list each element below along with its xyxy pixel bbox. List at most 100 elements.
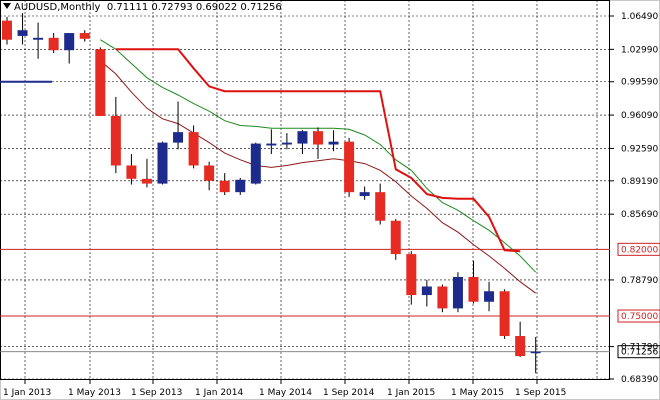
candle[interactable] (33, 22, 44, 59)
chart-grid (0, 0, 610, 380)
candle-body-bear (95, 49, 106, 116)
candle[interactable] (173, 101, 184, 150)
candle[interactable] (157, 141, 168, 185)
candle-body-bear (126, 165, 137, 179)
y-tick-label: 0.68390 (621, 375, 658, 385)
candle[interactable] (235, 177, 246, 196)
candle-body-bear (219, 180, 230, 193)
level-label-box (617, 309, 660, 323)
level-label-box (617, 242, 660, 256)
candle-body-bear (313, 131, 323, 145)
candle-body-bull (530, 351, 541, 354)
candle-body-bear (437, 286, 448, 309)
candle[interactable] (437, 284, 448, 313)
candle-body-bear (406, 254, 417, 296)
y-tick-label: 0.96090 (621, 111, 658, 121)
candle[interactable] (406, 251, 417, 305)
candle[interactable] (297, 130, 308, 155)
candle[interactable] (359, 186, 370, 200)
time-axis: 1 Jan 2013 1 May 2013 1 Sep 2013 1 Jan 2014… (3, 380, 566, 398)
y-tick-label: 1.02990 (621, 45, 658, 55)
candle[interactable] (250, 142, 261, 185)
candle-body-bull (484, 291, 495, 302)
candle[interactable] (204, 161, 215, 191)
candle-body-bull (33, 37, 44, 40)
candle-body-bear (468, 276, 479, 302)
y-tick-label: 0.89190 (621, 177, 658, 187)
candle[interactable] (281, 133, 292, 150)
candle[interactable] (452, 272, 463, 313)
candle[interactable] (266, 129, 277, 155)
candle-body-bull (173, 132, 184, 143)
moving-average-lines (0, 39, 537, 294)
candle[interactable] (64, 33, 75, 64)
candle-body-bull (157, 142, 168, 184)
candle-body-bull (297, 131, 308, 144)
candle[interactable] (2, 16, 12, 45)
candle[interactable] (110, 96, 121, 174)
candle[interactable] (95, 47, 106, 116)
candle[interactable] (515, 321, 526, 357)
x-tick-label: 1 Sep 2014 (323, 388, 375, 398)
candle[interactable] (126, 154, 137, 185)
candles[interactable] (2, 13, 541, 374)
candle-body-bear (499, 291, 510, 337)
ma-line-ma-slow (115, 48, 521, 253)
candle[interactable] (141, 158, 152, 188)
candle[interactable] (344, 137, 355, 197)
candle[interactable] (530, 336, 541, 374)
candle[interactable] (375, 183, 386, 225)
x-tick-label: 1 May 2013 (68, 388, 121, 398)
candle[interactable] (188, 125, 199, 169)
candle-body-bear (2, 20, 12, 40)
candle-body-bear (110, 115, 121, 166)
candle-body-bull (359, 192, 370, 196)
x-tick-label: 1 Jan 2013 (3, 388, 51, 398)
candle-body-bear (390, 220, 401, 255)
candle-body-bear (344, 141, 355, 193)
candle[interactable] (484, 281, 495, 312)
candle[interactable] (499, 289, 510, 339)
candle-body-bull (266, 143, 277, 146)
candle-body-bear (515, 336, 526, 357)
candle[interactable] (48, 33, 59, 54)
candle-body-bear (375, 192, 386, 221)
ma-line-ma-fast (99, 60, 536, 294)
candle-body-bull (235, 179, 246, 193)
x-tick-label: 1 May 2014 (259, 388, 312, 398)
dropdown-arrow-icon[interactable] (3, 3, 11, 9)
y-tick-label: 0.85690 (621, 210, 658, 220)
y-tick-label: 1.06490 (621, 12, 658, 22)
candle[interactable] (219, 173, 230, 196)
candle-body-bull (328, 141, 339, 145)
candle-body-bull (452, 276, 463, 309)
candle[interactable] (390, 218, 401, 260)
level-lines: 0.82000 0.75000 0.71256 (0, 242, 660, 359)
candle-body-bear (204, 165, 215, 181)
level-label: 0.75000 (621, 312, 658, 322)
y-tick-label: 0.99590 (621, 78, 658, 88)
candle-body-bull (17, 30, 28, 36)
candle-body-bull (421, 286, 432, 296)
candle[interactable] (17, 13, 28, 45)
y-tick-label: 0.92590 (621, 144, 658, 154)
level-label: 0.82000 (621, 245, 658, 255)
x-tick-label: 1 Sep 2015 (515, 388, 566, 398)
x-tick-label: 1 Jan 2014 (195, 388, 243, 398)
candle[interactable] (313, 127, 323, 159)
x-tick-label: 1 May 2015 (451, 388, 504, 398)
timeframe-label: Monthly (60, 2, 101, 13)
candle[interactable] (79, 30, 90, 42)
candle-body-bear (79, 33, 90, 39)
candle[interactable] (468, 260, 479, 304)
candle[interactable] (421, 279, 432, 307)
x-tick-label: 1 Jan 2015 (387, 388, 435, 398)
current-price-label: 0.71256 (621, 348, 658, 358)
candle[interactable] (328, 130, 339, 152)
symbol-label: AUDUSD (14, 2, 58, 13)
price-axis: 1.06490 1.02990 0.99590 0.96090 0.92590 0.891… (610, 12, 658, 385)
ohlc-readout: 0.71111 0.72793 0.69022 0.71256 (106, 2, 282, 13)
candle-body-bull (250, 143, 261, 184)
candle-body-bull (64, 33, 75, 51)
